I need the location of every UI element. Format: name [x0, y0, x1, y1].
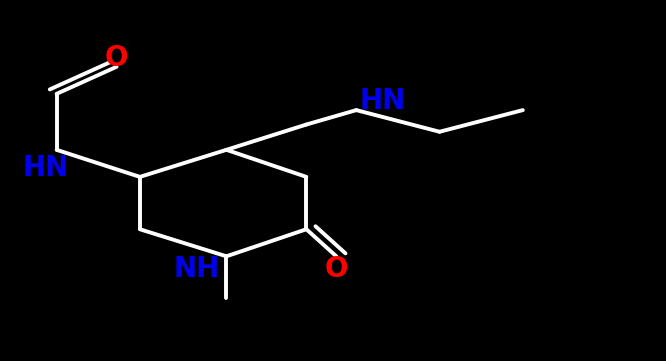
Text: HN: HN [360, 87, 406, 115]
Text: NH: NH [173, 255, 220, 283]
Text: O: O [324, 255, 348, 283]
Text: HN: HN [22, 154, 69, 182]
Text: O: O [105, 44, 129, 72]
